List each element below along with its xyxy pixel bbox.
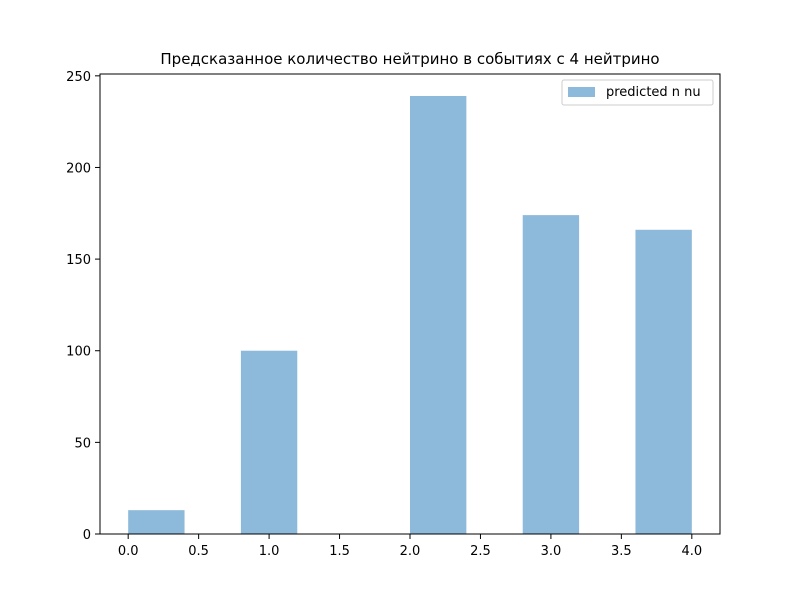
x-tick-label: 2.0 xyxy=(400,544,421,559)
bar xyxy=(635,229,692,534)
y-tick-label: 250 xyxy=(66,70,91,85)
y-axis: 0 50 100 150 200 250 xyxy=(66,70,100,543)
x-axis: 0.0 0.5 1.0 1.5 2.0 2.5 3.0 3.5 4.0 xyxy=(118,534,702,559)
x-tick-label: 3.0 xyxy=(541,544,562,559)
y-tick-label: 100 xyxy=(66,345,91,360)
plot-frame xyxy=(99,73,721,535)
bar xyxy=(410,95,467,534)
y-tick-label: 50 xyxy=(74,436,91,451)
legend-box xyxy=(561,79,714,106)
bar xyxy=(128,510,185,534)
x-tick-label: 4.0 xyxy=(681,544,702,559)
x-tick-label: 0.0 xyxy=(118,544,139,559)
y-tick-label: 150 xyxy=(66,253,91,268)
y-tick-label: 0 xyxy=(83,528,91,543)
bar xyxy=(522,215,580,534)
x-tick-label: 0.5 xyxy=(188,544,209,559)
chart-title: Предсказанное количество нейтрино в собы… xyxy=(160,50,659,68)
y-tick-label: 200 xyxy=(66,161,91,176)
legend-label: predicted n nu xyxy=(606,85,701,100)
bar xyxy=(240,350,298,534)
x-tick-label: 2.5 xyxy=(470,544,491,559)
legend: predicted n nu xyxy=(561,79,714,106)
x-tick-label: 3.5 xyxy=(611,544,632,559)
bars-group xyxy=(128,95,692,534)
legend-swatch xyxy=(568,87,595,97)
x-tick-label: 1.0 xyxy=(259,544,280,559)
x-tick-label: 1.5 xyxy=(329,544,350,559)
